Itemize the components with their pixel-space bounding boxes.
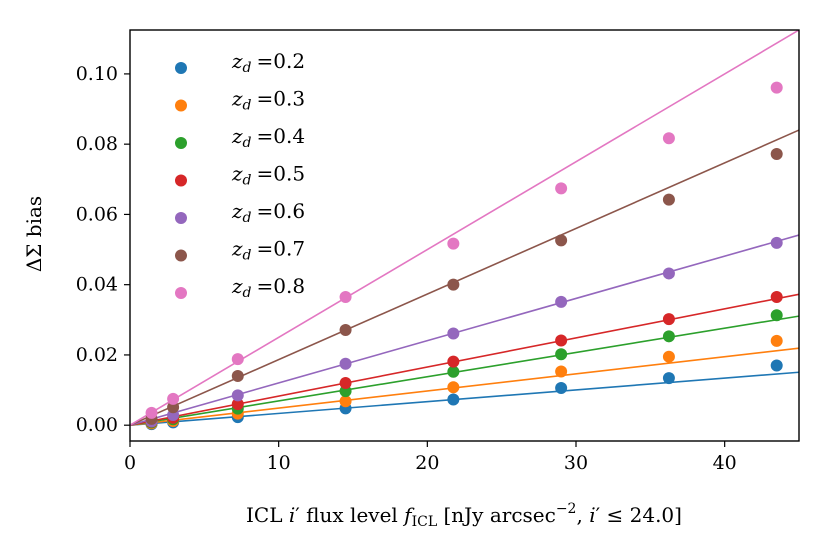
legend-marker-5 bbox=[175, 249, 187, 262]
point-5-5 bbox=[555, 234, 568, 247]
legend-entry-5: zd =0.7 bbox=[231, 237, 305, 264]
point-0-4 bbox=[447, 393, 460, 406]
legend-marker-1 bbox=[175, 99, 187, 112]
legend-marker-0 bbox=[175, 62, 187, 74]
point-5-7 bbox=[770, 148, 783, 161]
legend-entry-3: zd =0.5 bbox=[231, 162, 305, 189]
point-4-6 bbox=[662, 267, 675, 280]
point-5-2 bbox=[231, 370, 244, 383]
x-tick-label: 0 bbox=[124, 452, 136, 474]
point-0-6 bbox=[662, 372, 675, 385]
point-1-6 bbox=[662, 350, 675, 363]
x-tick-label: 20 bbox=[415, 452, 439, 474]
point-1-3 bbox=[339, 395, 352, 408]
x-tick-label: 10 bbox=[267, 452, 291, 474]
legend-entry-0: zd =0.2 bbox=[231, 49, 305, 76]
point-1-4 bbox=[447, 381, 460, 394]
point-4-5 bbox=[555, 295, 568, 308]
point-5-1 bbox=[167, 401, 180, 414]
data-points bbox=[145, 81, 783, 431]
y-tick-label: 0.08 bbox=[76, 133, 118, 155]
point-5-3 bbox=[339, 323, 352, 336]
point-6-6 bbox=[662, 132, 675, 145]
point-1-5 bbox=[555, 365, 568, 378]
y-tick-label: 0.04 bbox=[76, 274, 118, 296]
legend-marker-6 bbox=[175, 287, 187, 299]
point-3-3 bbox=[339, 377, 352, 390]
point-4-2 bbox=[231, 389, 244, 402]
y-axis: 0.00 0.02 0.04 0.06 0.08 0.10 bbox=[76, 63, 130, 436]
x-tick-label: 40 bbox=[713, 452, 737, 474]
point-5-6 bbox=[662, 193, 675, 206]
point-6-2 bbox=[231, 353, 244, 366]
point-6-1 bbox=[167, 392, 180, 405]
y-tick-label: 0.00 bbox=[76, 414, 118, 436]
point-3-7 bbox=[770, 290, 783, 303]
legend: zd =0.2 zd =0.3 zd =0.4 zd =0.5 zd =0.6 zd =0.7 zd =0… bbox=[175, 49, 305, 301]
point-0-7 bbox=[770, 359, 783, 372]
legend-marker-4 bbox=[175, 212, 187, 224]
y-tick-label: 0.06 bbox=[76, 203, 118, 225]
plot-frame bbox=[129, 29, 800, 442]
point-4-4 bbox=[447, 327, 460, 340]
point-4-7 bbox=[770, 236, 783, 249]
x-tick-label: 30 bbox=[564, 452, 588, 474]
point-3-6 bbox=[662, 313, 675, 326]
point-6-5 bbox=[555, 182, 568, 195]
point-3-5 bbox=[555, 334, 568, 347]
y-tick-label: 0.10 bbox=[76, 63, 118, 85]
legend-entry-6: zd =0.8 bbox=[231, 274, 305, 301]
legend-marker-3 bbox=[175, 174, 187, 187]
point-2-6 bbox=[662, 330, 675, 343]
point-6-7 bbox=[770, 81, 783, 94]
point-2-7 bbox=[770, 309, 783, 322]
legend-entry-4: zd =0.6 bbox=[231, 199, 305, 226]
point-6-3 bbox=[339, 290, 352, 303]
x-axis-label: ICL i′ flux level fICL [nJy arcsec−2, i′… bbox=[246, 501, 682, 530]
legend-entry-1: zd =0.3 bbox=[231, 87, 305, 114]
legend-entry-2: zd =0.4 bbox=[231, 124, 305, 151]
y-tick-label: 0.02 bbox=[76, 344, 118, 366]
point-0-5 bbox=[555, 381, 568, 394]
point-3-2 bbox=[231, 398, 244, 411]
point-5-4 bbox=[447, 278, 460, 291]
point-1-7 bbox=[770, 334, 783, 347]
point-3-4 bbox=[447, 355, 460, 368]
point-2-4 bbox=[447, 365, 460, 378]
point-4-3 bbox=[339, 357, 352, 370]
legend-marker-2 bbox=[175, 137, 187, 149]
x-axis: 0 10 20 30 40 bbox=[124, 441, 737, 474]
point-2-5 bbox=[555, 348, 568, 361]
y-axis-label: ΔΣ bias bbox=[22, 196, 46, 272]
point-6-0 bbox=[145, 406, 158, 419]
point-6-4 bbox=[447, 237, 460, 250]
